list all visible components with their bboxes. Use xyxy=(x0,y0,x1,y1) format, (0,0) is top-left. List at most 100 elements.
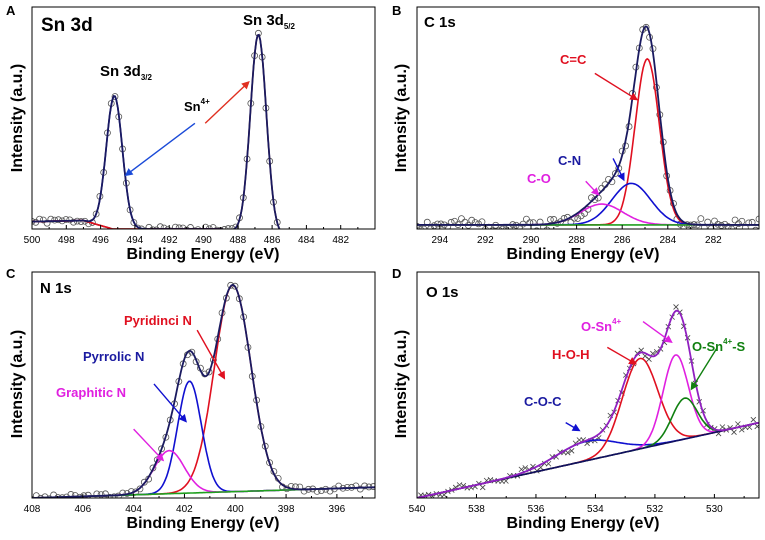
panel-a-background-line xyxy=(32,219,226,229)
data-point xyxy=(522,465,529,471)
panel-c-tick-label: 406 xyxy=(74,504,91,515)
panel-d-tick-label: 530 xyxy=(706,504,723,515)
data-point xyxy=(546,216,554,223)
panel-b-tick-label: 294 xyxy=(431,235,448,246)
data-point xyxy=(111,93,119,100)
data-point xyxy=(164,226,172,229)
c-o-label: C-O xyxy=(527,171,551,186)
panel-b-data-points xyxy=(417,23,759,229)
panel-b-y-axis-title: Intensity (a.u.) xyxy=(393,64,410,172)
panel-d-tick-label: 538 xyxy=(468,504,485,515)
panel-d-x-axis-title: Binding Energy (eV) xyxy=(507,515,660,532)
data-point xyxy=(171,223,179,229)
data-point xyxy=(724,223,732,229)
data-point xyxy=(752,226,759,229)
panel-d-tick-label: 536 xyxy=(528,504,545,515)
data-point xyxy=(102,490,109,498)
panel-d-data-points xyxy=(418,304,759,498)
data-point xyxy=(142,227,149,229)
c-n-label: C-N xyxy=(558,153,581,168)
data-point xyxy=(611,170,619,177)
panel-d-annotation-arrow-3 xyxy=(642,320,673,344)
panel-d-x-tick-labels: 540 538 536 534 532 530 xyxy=(409,504,724,515)
panel-b-x-ticks xyxy=(416,225,760,229)
panel-c-title: N 1s xyxy=(40,280,72,297)
panel-c-tick-label: 402 xyxy=(176,504,193,515)
panel-b-tick-label: 288 xyxy=(568,235,585,246)
panel-b-tick-label: 290 xyxy=(523,235,540,246)
data-point xyxy=(300,487,308,495)
data-point xyxy=(642,23,650,31)
data-point xyxy=(136,485,144,493)
panel-d-fit-line xyxy=(417,309,759,498)
data-point xyxy=(175,224,183,229)
data-point xyxy=(213,226,221,229)
panel-c-annotations: Pyridinci N Pyrrolic N Graphitic N xyxy=(56,313,192,400)
data-point xyxy=(523,215,530,223)
data-point xyxy=(361,482,368,490)
panel-b-annotation-arrow-2 xyxy=(612,158,625,182)
data-point xyxy=(282,231,288,237)
panel-a-tick-label: 484 xyxy=(298,235,315,246)
data-point xyxy=(317,487,325,494)
panel-a-sn3d: A Sn 3d Intensity (a.u.) Binding Energy … xyxy=(6,3,376,263)
panel-d-annotation-arrow-4 xyxy=(690,346,718,391)
data-point xyxy=(62,216,70,223)
data-point xyxy=(51,216,59,224)
data-point xyxy=(458,215,465,223)
panel-d-o1s: D O 1s Intensity (a.u.) Binding Energy (… xyxy=(392,266,760,532)
panel-a-x-ticks xyxy=(31,225,376,229)
panel-a-tick-label: 496 xyxy=(92,235,109,246)
data-point xyxy=(735,421,741,427)
data-point xyxy=(361,234,367,240)
data-point xyxy=(350,230,356,236)
data-point xyxy=(323,232,329,238)
data-point xyxy=(37,494,45,498)
data-point xyxy=(533,227,540,229)
panel-d-annotation-arrow-2 xyxy=(606,346,638,365)
panel-c-fit-line xyxy=(32,283,375,498)
data-point xyxy=(191,227,198,229)
panel-a-tick-label: 500 xyxy=(24,235,41,246)
panel-c-tick-label: 408 xyxy=(24,504,41,515)
data-point xyxy=(502,226,510,229)
o-sn4-label: O-Sn4+ xyxy=(581,317,622,334)
data-point xyxy=(84,491,92,498)
data-point xyxy=(221,226,228,229)
data-point xyxy=(168,227,175,229)
panel-a-tick-label: 486 xyxy=(264,235,281,246)
panel-c-letter: C xyxy=(6,266,16,281)
data-point xyxy=(495,226,503,229)
data-point xyxy=(475,220,482,228)
panel-a-fit-line xyxy=(32,33,281,229)
sn4plus-label: Sn4+ xyxy=(184,97,210,114)
data-point xyxy=(156,223,164,229)
data-point xyxy=(568,448,575,454)
panel-a-data-points xyxy=(32,29,371,240)
panel-b-fit-line xyxy=(417,25,759,226)
panel-a-x-tick-labels: 500 498 496 494 492 490 488 486 484 482 xyxy=(24,235,350,246)
panel-c-annotation-arrow-2 xyxy=(153,383,187,423)
panel-b-annotations: C=C C-N C-O xyxy=(527,52,587,186)
data-point xyxy=(489,227,496,229)
panel-a-plot-frame xyxy=(31,6,376,230)
data-point xyxy=(320,233,326,239)
panel-d-annotation-arrow-1 xyxy=(565,422,581,432)
data-point xyxy=(591,196,599,204)
graphitic-n-label: Graphitic N xyxy=(56,385,126,400)
panel-b-tick-label: 284 xyxy=(659,235,676,246)
data-point xyxy=(289,231,295,237)
data-point xyxy=(130,219,138,226)
data-point xyxy=(417,225,424,229)
panel-d-title: O 1s xyxy=(426,284,459,301)
panel-a-tick-label: 492 xyxy=(161,235,178,246)
data-point xyxy=(316,230,322,236)
data-point xyxy=(153,226,160,229)
panel-a-component-peak-2 xyxy=(32,33,281,229)
data-point xyxy=(286,230,292,236)
data-point xyxy=(745,219,753,227)
data-point xyxy=(202,223,209,229)
panel-a-tick-label: 488 xyxy=(229,235,246,246)
data-point xyxy=(365,231,371,237)
